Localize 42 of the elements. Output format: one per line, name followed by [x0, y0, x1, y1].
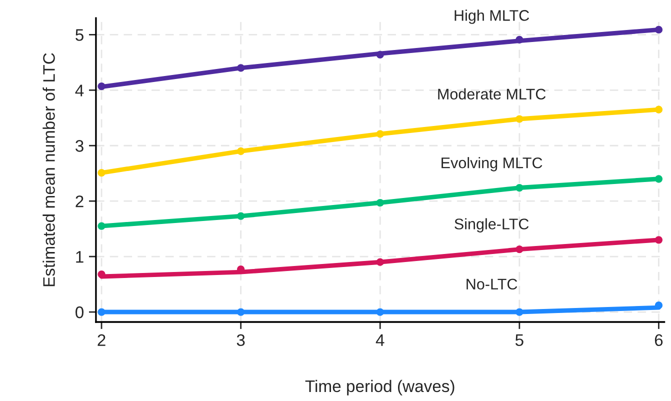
point [98, 308, 106, 316]
x-tick-label: 2 [98, 334, 106, 346]
point [516, 36, 524, 44]
series-label: Evolving MLTC [442, 157, 542, 172]
x-tick-label: 5 [515, 334, 524, 346]
x-tick-label: 4 [376, 334, 384, 346]
y-tick-label: 3 [76, 140, 84, 152]
point [98, 270, 106, 278]
point [98, 168, 106, 177]
y-tick-label: 0 [76, 306, 84, 318]
y-tick-label: 4 [75, 84, 84, 96]
y-tick-label: 2 [76, 195, 84, 208]
point [654, 236, 663, 244]
point [516, 184, 524, 192]
point [516, 308, 524, 316]
point [237, 308, 245, 316]
x-tick-label: 6 [654, 334, 663, 346]
y-tick-label: 5 [76, 29, 84, 41]
point [237, 147, 245, 155]
point [237, 64, 245, 72]
y-axis-title: Estimated mean number of LTC [42, 53, 55, 286]
point [654, 175, 663, 183]
point [376, 308, 384, 316]
x-axis-title: Time period (waves) [305, 380, 454, 396]
point [376, 258, 384, 266]
point [516, 246, 524, 254]
point [376, 50, 384, 58]
point [654, 106, 663, 114]
series-label: No-LTC [466, 278, 518, 290]
point [654, 26, 663, 34]
series-label: High MLTC [454, 10, 530, 24]
point [98, 222, 106, 230]
x-tick-label: 3 [236, 334, 245, 346]
point [237, 212, 245, 220]
point [376, 198, 384, 207]
series-label: Moderate MLTC [438, 88, 546, 100]
point [98, 82, 106, 90]
point [654, 302, 663, 310]
series-label: Single-LTC [454, 218, 529, 232]
point [376, 130, 384, 138]
point [516, 115, 524, 123]
y-tick-label: 1 [76, 251, 84, 263]
